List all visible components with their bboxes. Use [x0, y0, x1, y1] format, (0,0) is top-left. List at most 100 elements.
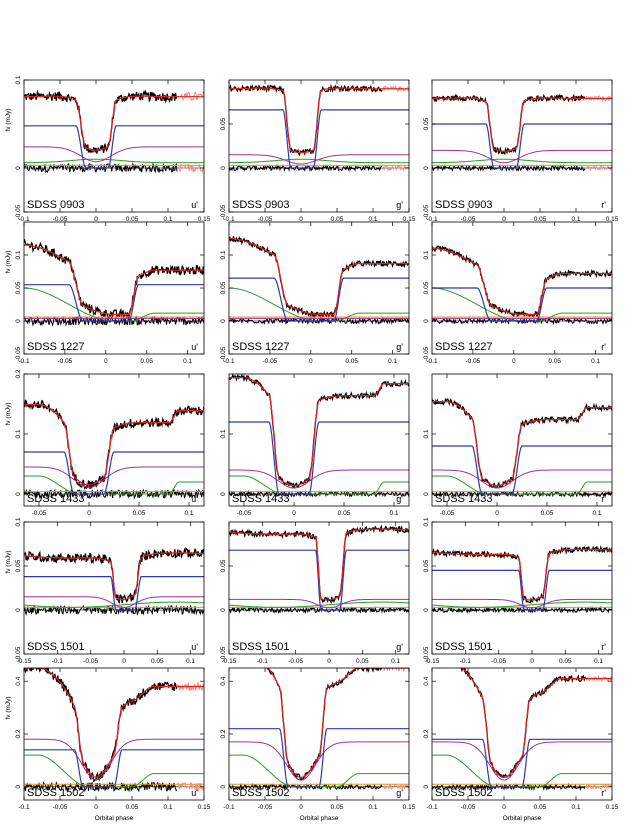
x-tick-label: -0.05 [440, 510, 455, 517]
x-tick-label: 0.15 [606, 804, 619, 811]
x-tick-label: 0.05 [331, 216, 344, 223]
system-label: SDSS 1502 [27, 787, 84, 799]
bright-spot-curve [432, 158, 612, 164]
x-tick-label: 0.1 [368, 804, 377, 811]
model-fit-curve [267, 668, 409, 778]
y-tick-label: 0 [423, 319, 430, 323]
y-tick-label: 0 [220, 319, 227, 323]
system-label: SDSS 1227 [232, 341, 289, 353]
x-tick-label: 0.05 [126, 804, 139, 811]
y-tick-label: 0.1 [220, 250, 227, 259]
x-tick-label: -0.1 [460, 658, 472, 665]
panel-sdss-1433-r: -0.05 0 0.05 0.1 0 0.1 SDSS 1433 r' [423, 373, 613, 517]
x-tick-label: 0.05 [331, 804, 344, 811]
x-tick-label: -0.05 [262, 358, 277, 365]
model-fit-curve [432, 401, 612, 487]
x-tick-label: 0.05 [151, 658, 164, 665]
x-tick-label: -0.05 [465, 358, 480, 365]
x-tick-label: -0.05 [53, 216, 68, 223]
x-tick-label: 0.05 [133, 510, 146, 517]
x-tick-label: 0 [299, 216, 303, 223]
bright-spot-curve [24, 158, 204, 164]
bright-spot-curve [432, 601, 612, 608]
observed-lightcurve [460, 668, 586, 779]
white-dwarf-curve [432, 287, 612, 322]
x-tick-label: -0.05 [53, 804, 68, 811]
disc-curve [24, 738, 204, 781]
x-tick-label: 0.15 [403, 216, 416, 223]
disc-curve [432, 469, 612, 489]
x-tick-label: -0.05 [57, 358, 72, 365]
observed-lightcurve-excluded [382, 84, 409, 93]
y-tick-label: 0.2 [423, 729, 430, 738]
x-tick-label: 0 [94, 216, 98, 223]
y-tick-label: 0 [423, 166, 430, 170]
residuals-excluded [585, 165, 612, 172]
plot-frame [228, 79, 410, 213]
panel-sdss-1501-r: -0.15 -0.1 -0.05 0 0.05 0.1 -0.05 0 0.05 0.1 SDSS … [423, 517, 613, 665]
y-tick-label: -0.05 [423, 204, 430, 219]
x-tick-label: 0.05 [534, 804, 547, 811]
y-tick-label: 0 [220, 608, 227, 612]
x-tick-label: 0.1 [388, 358, 397, 365]
y-tick-label: 0.05 [423, 117, 430, 130]
observed-lightcurve [24, 89, 178, 154]
x-tick-label: 0.1 [391, 658, 400, 665]
x-tick-label: -0.05 [461, 216, 476, 223]
observed-lightcurve-excluded [585, 95, 612, 103]
panel-sdss-1501-u: -0.15 -0.1 -0.05 0 0.05 0.1 -0.05 0 0.05 0.1 SDSS … [5, 517, 205, 665]
x-tick-label: -0.1 [18, 804, 30, 811]
residuals [24, 162, 178, 174]
system-label: SDSS 0903 [27, 199, 84, 211]
x-tick-label: -0.05 [32, 510, 47, 517]
panel-sdss-1502-u: -0.1 -0.05 0 0.05 0.1 0.15 0 0.2 0.4 SDSS 1502 u' f… [5, 667, 211, 822]
observed-lightcurve [432, 93, 586, 155]
y-tick-label: 0 [423, 492, 430, 496]
model-fit-curve [24, 244, 204, 315]
filter-label: u' [191, 342, 198, 352]
x-tick-label: -0.1 [223, 804, 235, 811]
white-dwarf-curve [229, 728, 409, 788]
y-tick-label: -0.05 [423, 646, 430, 661]
disc-curve [432, 598, 612, 609]
y-tick-label: 0.1 [220, 429, 227, 438]
residuals [432, 605, 612, 614]
y-tick-label: 0.1 [15, 75, 22, 84]
disc-curve [229, 154, 409, 165]
x-tick-label: 0.15 [403, 804, 416, 811]
y-tick-label: 0.05 [15, 559, 22, 572]
bright-spot-curve [229, 475, 409, 495]
filter-label: r' [601, 788, 606, 798]
y-tick-label: 0.2 [220, 729, 227, 738]
bright-spot-curve [229, 601, 409, 608]
residuals [229, 316, 409, 325]
model-fit-curve [24, 95, 204, 151]
y-tick-label: 0 [423, 608, 430, 612]
disc-curve [432, 741, 612, 781]
y-tick-label: 0 [15, 166, 22, 170]
white-dwarf-curve [24, 576, 204, 611]
observed-lightcurve [229, 83, 383, 157]
filter-label: g' [396, 200, 403, 210]
bright-spot-curve [24, 475, 204, 495]
observed-lightcurve [432, 245, 612, 318]
white-dwarf-curve [432, 445, 612, 495]
x-tick-label: -0.1 [223, 358, 235, 365]
y-tick-label: 0.1 [15, 517, 22, 526]
observed-lightcurve [432, 397, 612, 489]
x-tick-label: 0.1 [571, 804, 580, 811]
white-dwarf-curve [24, 284, 204, 322]
x-tick-label: 0 [87, 510, 91, 517]
system-label: SDSS 1502 [232, 787, 289, 799]
x-tick-label: 0.1 [163, 216, 172, 223]
x-tick-label: 0.05 [126, 216, 139, 223]
disc-curve [24, 146, 204, 163]
plot-frame [23, 373, 205, 507]
observed-lightcurve-excluded [177, 90, 204, 102]
y-tick-label: 0.4 [220, 676, 227, 685]
disc-curve [24, 466, 204, 488]
x-tick-label: 0.1 [594, 658, 603, 665]
x-tick-label: 0.1 [592, 510, 601, 517]
y-tick-label: 0.4 [423, 676, 430, 685]
